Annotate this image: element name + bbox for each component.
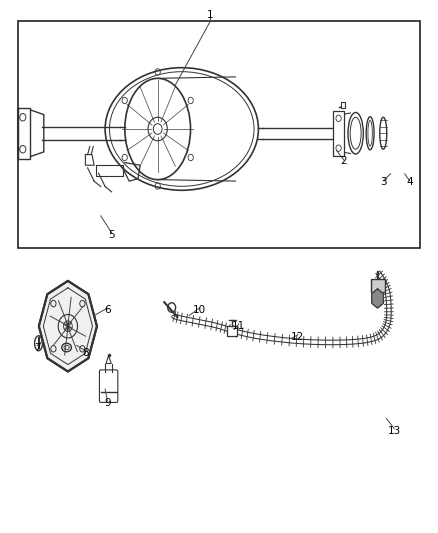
Text: 9: 9 [104,398,111,408]
Text: 11: 11 [232,321,245,331]
Text: 12: 12 [291,332,304,342]
Text: 5: 5 [108,230,115,239]
Polygon shape [39,281,97,372]
Text: 1: 1 [207,10,214,20]
Bar [371,279,385,292]
Bar [18,21,420,248]
Bar [227,326,237,336]
Text: 10: 10 [193,305,206,315]
Text: 4: 4 [406,177,413,187]
FancyBboxPatch shape [99,370,118,402]
Text: 2: 2 [340,157,347,166]
Bar [18,108,30,159]
Text: 8: 8 [82,348,89,358]
Text: 6: 6 [104,305,111,315]
Polygon shape [106,356,111,364]
Text: 13: 13 [388,426,401,435]
Text: 7: 7 [34,343,41,352]
Polygon shape [372,289,383,308]
Bar [341,102,345,108]
Bar [333,111,344,156]
Text: 3: 3 [380,177,387,187]
